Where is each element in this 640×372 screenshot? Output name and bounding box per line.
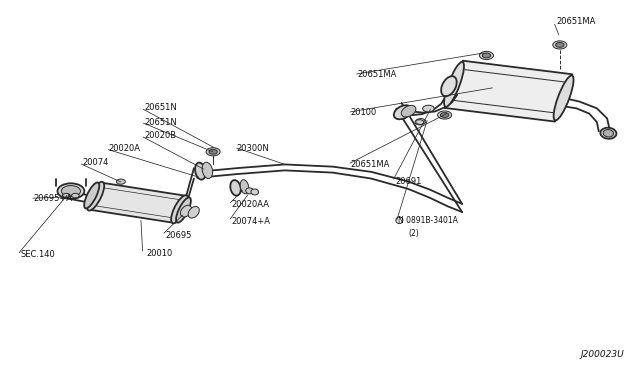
Ellipse shape [444, 62, 464, 107]
Ellipse shape [58, 183, 84, 199]
Text: SEC.140: SEC.140 [20, 250, 55, 259]
Text: N 0891B-3401A: N 0891B-3401A [398, 216, 458, 225]
Ellipse shape [556, 42, 564, 47]
Ellipse shape [438, 111, 452, 119]
Polygon shape [445, 61, 572, 122]
Ellipse shape [251, 189, 259, 195]
Ellipse shape [202, 162, 212, 179]
Ellipse shape [188, 206, 199, 218]
Ellipse shape [415, 119, 426, 125]
Text: 20695+A: 20695+A [33, 194, 72, 203]
Text: 20691: 20691 [396, 177, 422, 186]
Ellipse shape [87, 182, 104, 211]
Text: 20300N: 20300N [237, 144, 269, 153]
Ellipse shape [440, 113, 449, 118]
Polygon shape [90, 183, 186, 223]
Ellipse shape [116, 179, 125, 184]
Ellipse shape [441, 76, 457, 96]
Ellipse shape [422, 105, 434, 112]
Text: 20010: 20010 [146, 249, 172, 258]
Ellipse shape [604, 129, 614, 137]
Text: J200023U: J200023U [580, 350, 624, 359]
Text: 20651MA: 20651MA [557, 17, 596, 26]
Ellipse shape [84, 183, 99, 208]
Ellipse shape [554, 76, 573, 121]
Ellipse shape [600, 128, 616, 139]
Ellipse shape [195, 163, 205, 180]
Text: 20020AA: 20020AA [232, 200, 269, 209]
Ellipse shape [209, 149, 218, 154]
Ellipse shape [72, 193, 79, 198]
Text: 20100: 20100 [351, 108, 377, 117]
Text: 20651N: 20651N [144, 103, 177, 112]
Ellipse shape [401, 105, 416, 117]
Text: 20074: 20074 [82, 158, 108, 167]
Ellipse shape [240, 180, 249, 194]
Text: (2): (2) [408, 229, 419, 238]
Ellipse shape [176, 198, 191, 222]
Ellipse shape [180, 205, 191, 217]
Ellipse shape [171, 195, 188, 223]
Text: 20020A: 20020A [109, 144, 141, 153]
Text: 20651MA: 20651MA [357, 70, 397, 79]
Ellipse shape [394, 105, 412, 119]
Ellipse shape [230, 180, 241, 196]
Ellipse shape [483, 53, 491, 58]
Text: 20074+A: 20074+A [232, 217, 271, 226]
Ellipse shape [553, 41, 567, 49]
Ellipse shape [479, 51, 493, 60]
Text: 20695: 20695 [165, 231, 191, 240]
Ellipse shape [246, 188, 253, 194]
Text: 20020B: 20020B [144, 131, 176, 140]
Ellipse shape [206, 148, 220, 156]
Text: 20651MA: 20651MA [351, 160, 390, 169]
Ellipse shape [61, 186, 81, 197]
Ellipse shape [63, 193, 70, 198]
Text: 20651N: 20651N [144, 118, 177, 126]
